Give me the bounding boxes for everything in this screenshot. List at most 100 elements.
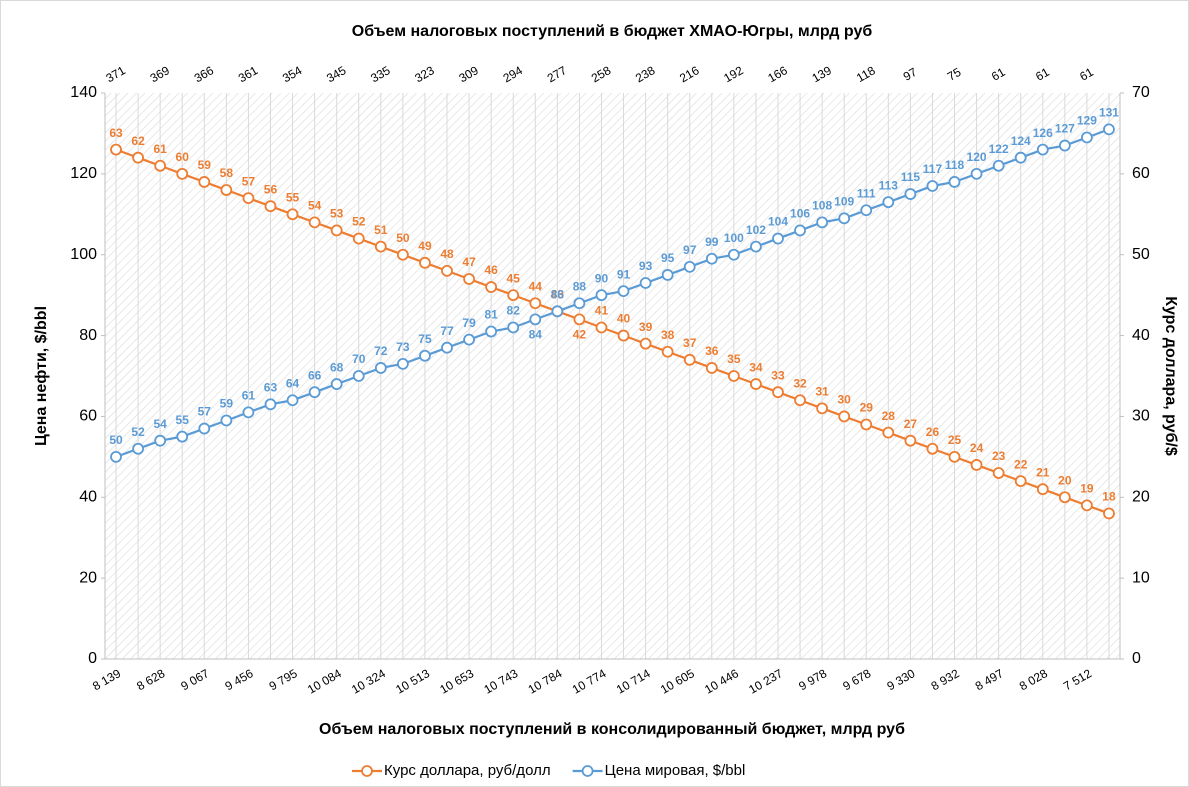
data-label: 55 [286, 190, 300, 204]
top-tick-label: 61 [989, 65, 1008, 84]
data-label: 28 [882, 409, 896, 423]
data-label: 60 [176, 150, 190, 164]
marker [419, 256, 431, 269]
marker [860, 418, 873, 431]
data-label: 61 [153, 142, 167, 156]
marker [904, 434, 917, 447]
marker [132, 151, 144, 164]
marker [352, 232, 365, 245]
marker [154, 159, 167, 172]
data-label: 63 [264, 380, 278, 394]
marker [705, 252, 718, 265]
data-label: 18 [1102, 490, 1116, 504]
marker [838, 212, 851, 225]
marker [904, 188, 917, 200]
data-label: 56 [264, 182, 278, 196]
marker [882, 196, 895, 209]
marker [772, 386, 784, 399]
marker [242, 406, 255, 419]
y2-tick-label: 20 [1132, 489, 1150, 506]
marker [816, 216, 829, 229]
data-label: 64 [286, 376, 300, 390]
data-label: 126 [1033, 126, 1053, 140]
marker [485, 281, 498, 293]
marker [882, 426, 895, 439]
data-label: 48 [440, 247, 454, 261]
data-label: 124 [1011, 134, 1031, 148]
marker [970, 459, 983, 471]
series-line [115, 128, 1110, 458]
data-label: 84 [529, 328, 543, 342]
data-label: 102 [746, 223, 766, 237]
marker [926, 180, 939, 192]
y-tick-label: 40 [79, 489, 97, 506]
y2-axis-title: Курс доллара, руб/$ [1162, 296, 1179, 456]
marker [705, 362, 718, 374]
data-label: 57 [242, 174, 256, 188]
data-label: 36 [705, 344, 719, 358]
marker [1081, 131, 1093, 144]
marker [595, 321, 608, 334]
data-label: 46 [484, 263, 498, 277]
data-label: 75 [418, 332, 432, 346]
data-label: 30 [838, 393, 852, 407]
data-label: 52 [131, 425, 145, 439]
marker [176, 167, 189, 180]
marker [485, 325, 498, 338]
marker [286, 394, 299, 407]
marker [595, 289, 608, 302]
data-label: 47 [462, 255, 476, 269]
data-label: 88 [573, 279, 587, 293]
data-label: 90 [595, 271, 609, 285]
y2-tick-label: 10 [1132, 569, 1150, 586]
data-label: 44 [529, 279, 543, 293]
data-label: 50 [396, 231, 410, 245]
marker [441, 264, 453, 277]
y-tick-label: 100 [70, 246, 97, 263]
data-label: 70 [352, 352, 366, 366]
data-label: 38 [661, 328, 675, 342]
marker [154, 434, 167, 447]
marker [992, 159, 1005, 172]
marker [308, 216, 321, 229]
marker [1058, 139, 1071, 152]
marker [1081, 499, 1093, 512]
data-label: 106 [790, 207, 810, 221]
marker [683, 353, 696, 366]
data-label: 120 [967, 150, 987, 164]
data-label: 54 [308, 199, 322, 213]
data-label: 61 [242, 389, 256, 403]
marker [264, 398, 277, 411]
marker [352, 370, 365, 382]
marker [816, 402, 829, 415]
marker [308, 386, 321, 399]
legend-label: Курс доллара, руб/долл [384, 762, 551, 779]
marker [441, 341, 453, 354]
marker [374, 240, 387, 253]
marker [727, 248, 740, 261]
marker [396, 357, 409, 370]
data-label: 40 [617, 312, 631, 326]
marker [1036, 143, 1049, 156]
marker [683, 260, 696, 273]
x-axis-title: Объем налоговых поступлений в консолидир… [319, 721, 905, 738]
marker [463, 273, 475, 285]
data-label: 113 [879, 178, 899, 192]
data-label: 49 [418, 239, 432, 253]
y2-tick-label: 40 [1132, 327, 1150, 344]
marker [573, 297, 586, 310]
data-label: 122 [989, 142, 1009, 156]
marker [110, 143, 122, 156]
data-label: 59 [220, 397, 234, 411]
y-tick-label: 0 [88, 650, 97, 667]
data-label: 93 [639, 259, 653, 273]
data-label: 108 [812, 199, 832, 213]
y-tick-label: 140 [70, 84, 97, 101]
legend-marker [361, 765, 373, 777]
data-label: 99 [705, 235, 719, 249]
data-label: 73 [396, 340, 410, 354]
data-label: 31 [815, 385, 829, 399]
data-label: 63 [109, 126, 123, 140]
data-label: 21 [1036, 465, 1050, 479]
series-line [115, 148, 1110, 515]
